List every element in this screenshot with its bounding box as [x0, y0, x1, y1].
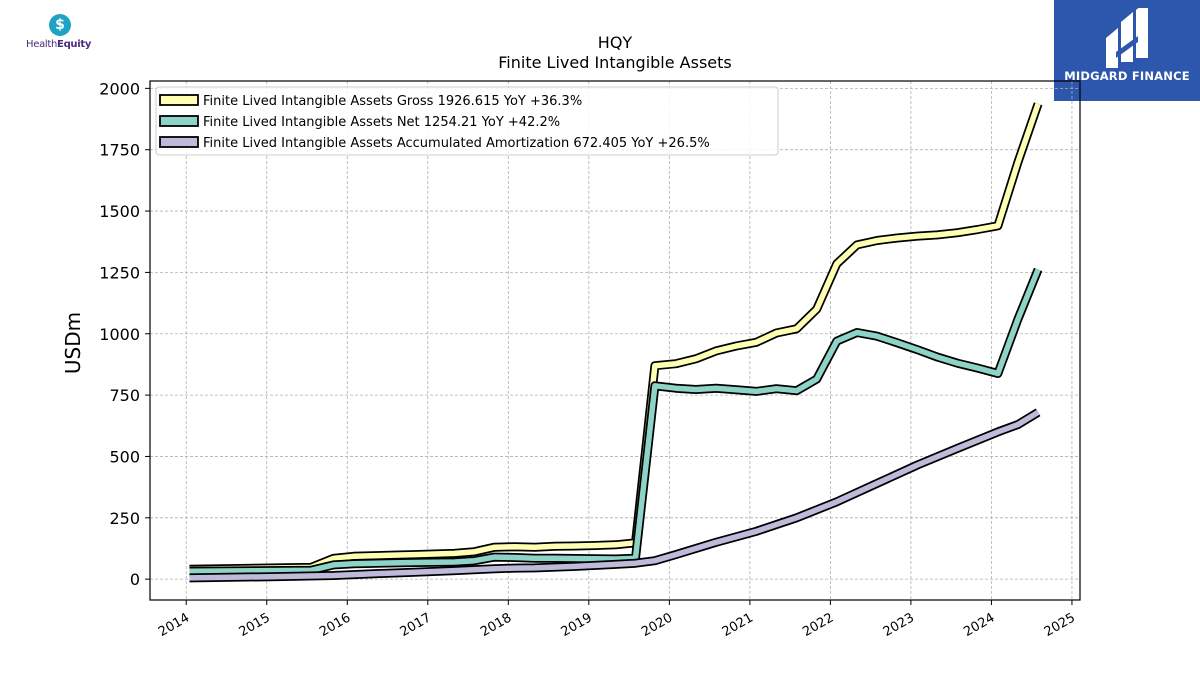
midgard-finance-wordmark: MIDGARD FINANCE	[1064, 69, 1190, 83]
plot-frame	[149, 80, 1081, 601]
gridlines	[150, 81, 1080, 600]
x-tick-label: 2015	[237, 610, 273, 640]
series-layer	[189, 102, 1043, 583]
chart-title: HQY	[598, 33, 633, 52]
y-tick-label: 250	[109, 509, 140, 528]
midgard-finance-logo: MIDGARD FINANCE	[1054, 0, 1200, 101]
x-tick-label: 2020	[639, 610, 675, 640]
legend-swatch	[159, 136, 199, 148]
x-tick-label: 2025	[1042, 610, 1078, 640]
legend-entry: Finite Lived Intangible Assets Net 1254.…	[203, 115, 560, 130]
y-tick-label: 1500	[99, 202, 140, 221]
legend-box	[155, 86, 779, 156]
series-line-gross	[189, 102, 1041, 573]
legend: Finite Lived Intangible Assets Gross 192…	[155, 86, 779, 156]
legend-entry: Finite Lived Intangible Assets Gross 192…	[203, 94, 582, 109]
healthequity-logo: $ HealthEquity	[26, 14, 98, 54]
x-tick-label: 2018	[478, 610, 514, 640]
y-axis-label: USDm	[61, 312, 85, 374]
y-tick-label: 1250	[99, 263, 140, 282]
legend-entry: Finite Lived Intangible Assets Accumulat…	[203, 136, 710, 151]
x-tick-label: 2014	[156, 610, 192, 640]
y-tick-label: 1750	[99, 141, 140, 160]
healthequity-wordmark: HealthEquity	[26, 39, 92, 50]
y-tick-label: 0	[130, 570, 140, 589]
dollar-drop-icon: $	[49, 14, 71, 36]
x-tick-label: 2023	[881, 610, 917, 640]
x-tick-label: 2021	[720, 610, 756, 640]
y-tick-label: 750	[109, 386, 140, 405]
x-tick-label: 2017	[398, 610, 434, 640]
series-line-amortization	[189, 409, 1040, 581]
legend-swatch	[159, 115, 199, 127]
x-tick-label: 2016	[317, 610, 353, 640]
y-tick-label: 2000	[99, 79, 140, 98]
chart-subtitle: Finite Lived Intangible Assets	[498, 53, 731, 72]
x-tick-label: 2024	[961, 610, 997, 640]
series-line-net	[189, 268, 1041, 575]
midgard-m-icon	[1106, 8, 1148, 68]
x-tick-label: 2022	[800, 610, 836, 640]
legend-swatch	[159, 94, 199, 106]
y-tick-label: 1000	[99, 325, 140, 344]
x-tick-label: 2019	[559, 610, 595, 640]
y-tick-label: 500	[109, 447, 140, 466]
